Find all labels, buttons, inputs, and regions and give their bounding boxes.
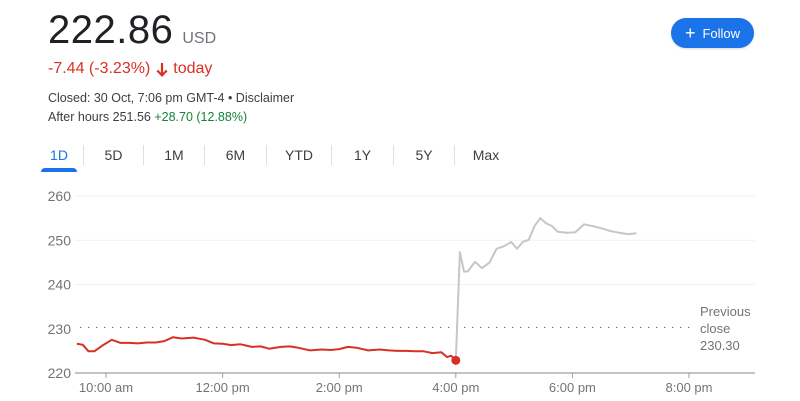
tab-divider (83, 145, 84, 165)
x-tick-label: 4:00 pm (432, 380, 479, 395)
y-tick-label: 220 (48, 365, 72, 381)
tab-1m[interactable]: 1M (164, 147, 184, 163)
x-tick-label: 6:00 pm (549, 380, 596, 395)
chart-gridlines (75, 195, 755, 285)
bullet-separator: • (224, 91, 236, 105)
x-tick-label: 12:00 pm (195, 380, 249, 395)
x-tick-label: 8:00 pm (666, 380, 713, 395)
market-status: Closed: 30 Oct, 7:06 pm GMT-4 • Disclaim… (48, 91, 294, 105)
change-value: -7.44 (-3.23%) (48, 60, 151, 77)
tab-max[interactable]: Max (472, 147, 500, 163)
currency-label: USD (182, 30, 217, 47)
tab-5d[interactable]: 5D (104, 147, 123, 163)
regular-session-line (76, 336, 457, 362)
close-price-marker[interactable] (451, 355, 461, 365)
tab-divider (331, 145, 332, 165)
follow-button[interactable]: + Follow (671, 18, 754, 48)
tab-ytd[interactable]: YTD (285, 147, 313, 163)
tab-divider (454, 145, 455, 165)
plus-icon: + (684, 23, 696, 43)
after-hours-price: After hours 251.56 (48, 110, 151, 124)
y-tick-label: 260 (48, 188, 72, 204)
tab-1y[interactable]: 1Y (353, 147, 372, 163)
tab-1d[interactable]: 1D (35, 140, 83, 172)
y-tick-label: 230 (48, 321, 72, 337)
x-tick-label: 10:00 am (79, 380, 133, 395)
previous-close-text: close (700, 321, 730, 336)
tab-5y[interactable]: 5Y (415, 147, 433, 163)
arrow-down-icon (156, 63, 168, 77)
tab-divider (393, 145, 394, 165)
closed-timestamp: Closed: 30 Oct, 7:06 pm GMT-4 (48, 91, 225, 105)
disclaimer-link[interactable]: Disclaimer (235, 91, 295, 105)
follow-label: Follow (702, 25, 741, 41)
current-price: 222.86 (48, 8, 174, 52)
x-tick-label: 2:00 pm (316, 380, 363, 395)
after-hours-change: +28.70 (12.88%) (154, 110, 248, 124)
previous-close-text: Previous (700, 304, 751, 319)
x-axis-labels: 10:00 am 12:00 pm 2:00 pm 4:00 pm 6:00 pm 8:0… (79, 373, 713, 395)
previous-close-text: 230.30 (700, 338, 740, 353)
after-hours-info: After hours 251.56 +28.70 (12.88%) (48, 110, 247, 124)
change-period: today (173, 60, 213, 77)
tab-divider (143, 145, 144, 165)
tab-divider (266, 145, 267, 165)
after-hours-line (454, 217, 637, 361)
tab-6m[interactable]: 6M (225, 147, 246, 163)
y-axis-labels: 220 230 240 250 260 (48, 188, 72, 381)
price-chart[interactable]: 220 230 240 250 260 Previous close 230.30 10:0… (0, 180, 800, 401)
range-tabs: 1D 5D 1M 6M YTD 1Y 5Y Max (35, 140, 517, 172)
previous-close-label: Previous close 230.30 (700, 304, 751, 353)
y-tick-label: 240 (48, 277, 72, 293)
tab-divider (204, 145, 205, 165)
daily-change: -7.44 (-3.23%) today (48, 60, 212, 78)
y-tick-label: 250 (48, 232, 72, 248)
price-header: 222.86 USD (48, 8, 216, 53)
